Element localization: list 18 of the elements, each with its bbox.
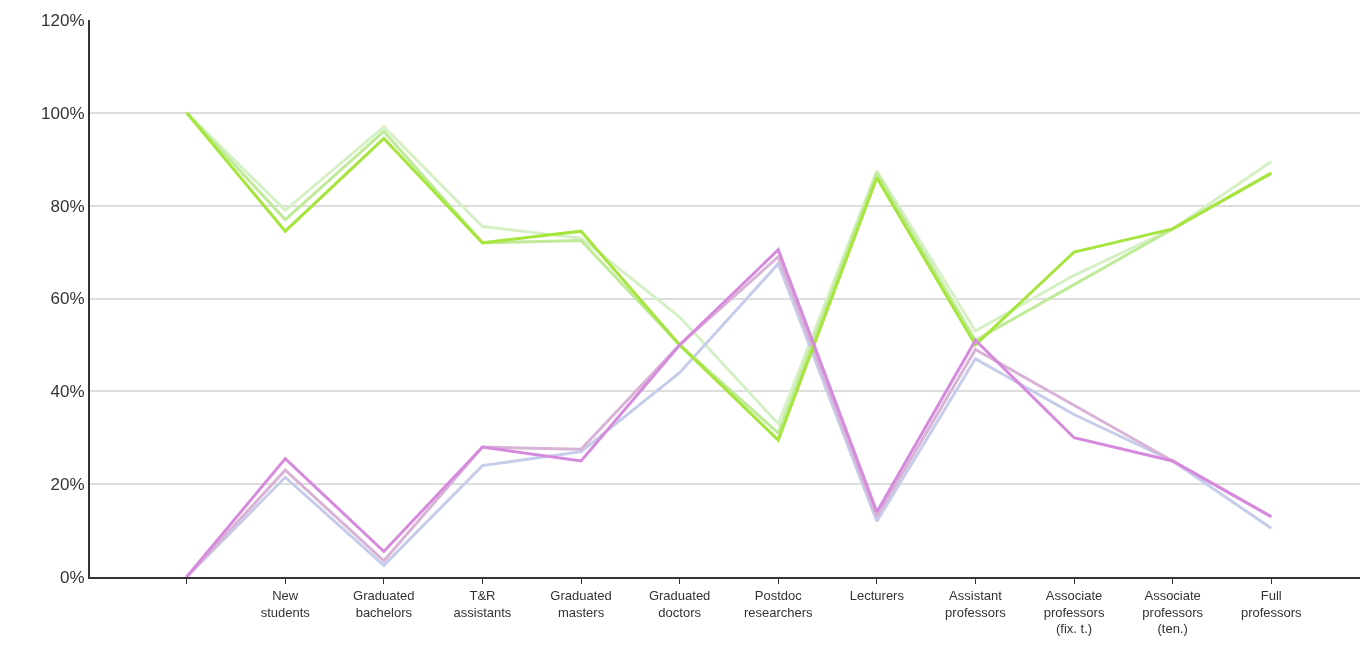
x-tick-label: Associate professors (fix. t.) (1043, 587, 1105, 637)
x-tick-label: Graduated masters (550, 587, 612, 620)
y-tick-label: 40% (50, 382, 85, 402)
y-tick-label: 100% (41, 103, 85, 123)
x-tick-label: Assistant professors (945, 587, 1007, 620)
y-tick-label: 20% (50, 475, 85, 495)
y-tick-label: 0% (60, 567, 85, 587)
x-tick-label: Postdoc researchers (743, 587, 814, 620)
y-tick-label: 60% (50, 289, 85, 309)
x-tick-label: T&R assistants (453, 587, 512, 620)
x-tick-label: New students (260, 587, 311, 620)
x-tick-label: Associate professors (ten.) (1142, 587, 1204, 637)
x-tick-label: Graduated bachelors (353, 587, 415, 620)
x-tick-label: Full professors (1240, 587, 1303, 620)
x-tick-label: Lecturers (849, 587, 905, 603)
y-tick-label: 120% (41, 10, 85, 30)
y-tick-label: 80% (50, 196, 85, 216)
x-tick-label: Graduated doctors (648, 587, 711, 620)
